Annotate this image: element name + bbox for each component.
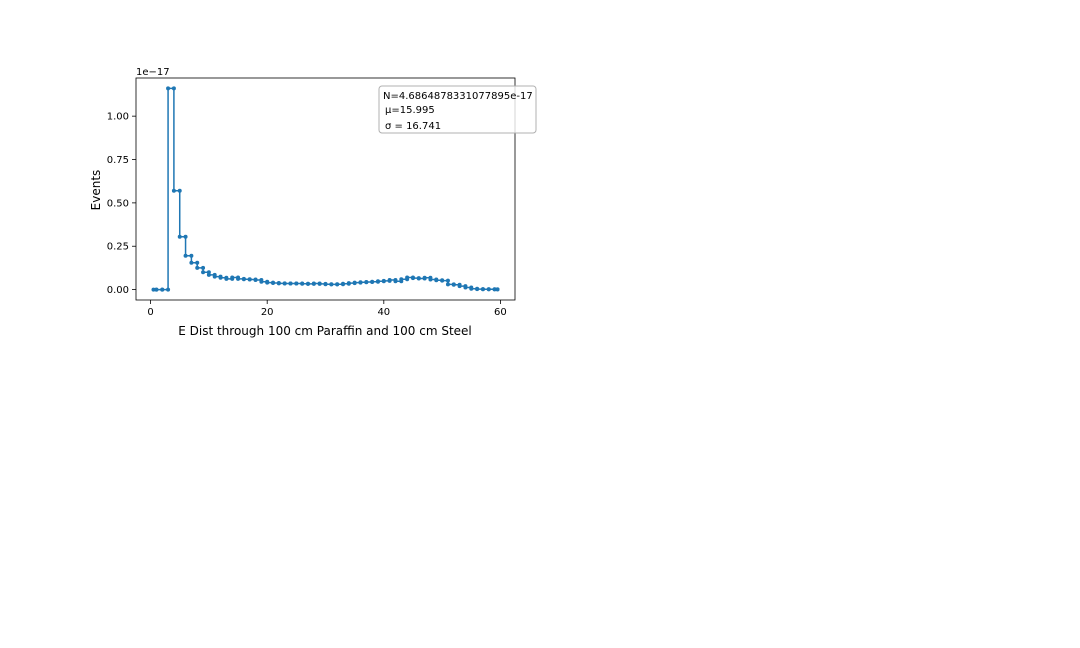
x-axis-label: E Dist through 100 cm Paraffin and 100 c… — [178, 324, 472, 338]
data-point — [440, 278, 445, 283]
data-point — [416, 276, 421, 281]
data-point — [422, 275, 427, 280]
legend-line-sigma: σ = 16.741 — [385, 121, 441, 132]
data-point — [218, 275, 223, 280]
data-point — [151, 287, 156, 292]
data-point — [445, 278, 450, 283]
data-point — [177, 188, 182, 193]
x-tick-label: 20 — [261, 307, 274, 318]
data-point — [276, 281, 281, 286]
data-point — [224, 276, 229, 281]
y-tick-label: 0.25 — [107, 242, 129, 253]
y-axis-label: Events — [89, 170, 103, 211]
legend-line-mu: μ=15.995 — [385, 105, 435, 116]
data-point — [288, 281, 293, 286]
y-offset-label: 1e−17 — [136, 67, 170, 78]
data-point — [166, 287, 171, 292]
data-point — [189, 260, 194, 265]
data-point — [171, 188, 176, 193]
data-point — [457, 284, 462, 289]
series-layer — [151, 86, 500, 292]
data-point — [323, 282, 328, 287]
data-point — [381, 278, 386, 283]
plot-frame — [135, 77, 516, 301]
data-point — [340, 281, 345, 286]
data-point — [166, 86, 171, 91]
data-point — [405, 275, 410, 280]
data-point — [475, 287, 480, 292]
data-point — [294, 281, 299, 286]
legend-frame — [378, 85, 537, 134]
data-point — [160, 287, 165, 292]
data-point — [271, 281, 276, 286]
data-point — [399, 277, 404, 282]
data-point — [434, 278, 439, 283]
y-axis-ticks: 0.00 0.25 0.50 0.75 1.00 — [107, 112, 136, 296]
data-point — [387, 278, 392, 283]
data-point — [410, 276, 415, 281]
data-point — [445, 282, 450, 287]
data-point — [189, 253, 194, 258]
data-point — [335, 282, 340, 287]
data-point — [241, 277, 246, 282]
y-tick-label: 0.50 — [107, 198, 129, 209]
y-tick-label: 1.00 — [107, 112, 129, 123]
data-point — [393, 279, 398, 284]
data-point — [428, 277, 433, 282]
data-point — [236, 276, 241, 281]
data-point — [352, 280, 357, 285]
data-point — [183, 253, 188, 258]
data-point — [311, 281, 316, 286]
data-point — [375, 279, 380, 284]
data-point — [306, 281, 311, 286]
data-point — [206, 272, 211, 277]
x-tick-label: 60 — [494, 307, 507, 318]
data-point — [486, 287, 491, 292]
legend-box: N=4.6864878331077895e-17 μ=15.995 σ = 16… — [378, 85, 537, 134]
data-point — [370, 279, 375, 284]
data-point — [247, 277, 252, 282]
data-point — [212, 274, 217, 279]
x-axis-ticks: 0 20 40 60 — [147, 300, 507, 318]
data-point — [230, 275, 235, 280]
legend-line-n: N=4.6864878331077895e-17 — [383, 91, 533, 102]
data-point — [201, 265, 206, 270]
data-point — [201, 270, 206, 275]
data-point — [480, 287, 485, 292]
y-tick-label: 0.75 — [107, 155, 129, 166]
data-point — [171, 86, 176, 91]
y-tick-label: 0.00 — [107, 285, 129, 296]
data-point — [495, 287, 500, 292]
data-point — [451, 282, 456, 287]
data-point — [364, 279, 369, 284]
data-point — [317, 281, 322, 286]
data-point — [253, 278, 258, 283]
data-point — [358, 280, 363, 285]
data-point — [346, 281, 351, 286]
data-point — [282, 281, 287, 286]
data-point — [329, 282, 334, 287]
data-point — [265, 280, 270, 285]
x-tick-label: 0 — [147, 307, 153, 318]
data-point — [259, 279, 264, 284]
data-point — [469, 286, 474, 291]
data-point — [195, 265, 200, 270]
data-point — [177, 234, 182, 239]
data-point — [195, 260, 200, 265]
data-point — [183, 234, 188, 239]
x-tick-label: 40 — [377, 307, 390, 318]
data-point — [300, 281, 305, 286]
data-point — [154, 287, 159, 292]
data-point — [463, 285, 468, 290]
data-point — [492, 287, 497, 292]
